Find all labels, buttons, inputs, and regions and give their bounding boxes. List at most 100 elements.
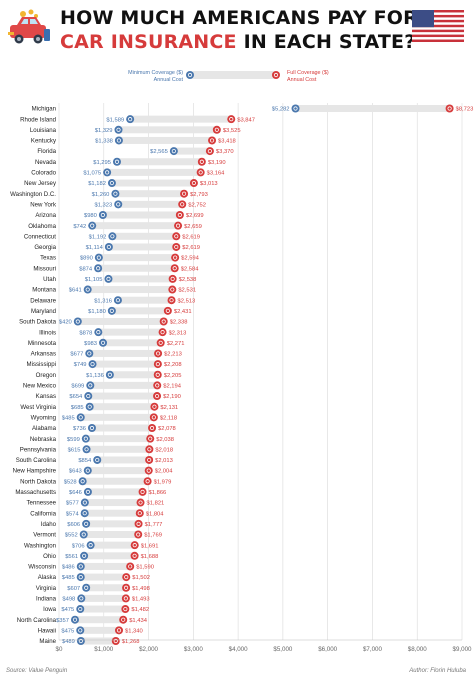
state-label: Washington — [24, 542, 56, 549]
state-label: Arizona — [35, 212, 56, 219]
min-coverage-point — [77, 594, 86, 603]
range-bar — [108, 275, 173, 283]
min-value-label: $983 — [84, 341, 97, 347]
table-row: Washington $706 $1,691 — [24, 541, 158, 549]
table-row: Colorado $1,075 $3,164 — [31, 168, 225, 177]
min-value-label: $498 — [62, 597, 75, 603]
source-note: Source: Value Penguin — [6, 668, 68, 674]
min-point-ring — [78, 628, 83, 633]
state-label: Pennsylvania — [20, 446, 57, 453]
full-coverage-point — [175, 211, 184, 219]
min-coverage-point — [94, 328, 103, 337]
min-coverage-point — [80, 498, 89, 507]
full-coverage-point — [227, 115, 236, 124]
table-row: South Dakota $420 $2,338 — [19, 317, 187, 326]
table-row: Connecticut $1,192 $2,619 — [24, 232, 200, 240]
range-bar — [84, 552, 135, 560]
min-point-ring — [78, 638, 83, 644]
min-value-label: $1,114 — [86, 245, 104, 251]
full-value-label: $2,004 — [155, 469, 174, 475]
min-point-ring — [75, 319, 80, 324]
full-coverage-point — [150, 402, 159, 411]
min-value-label: $486 — [62, 565, 75, 571]
min-point-ring — [100, 212, 105, 218]
full-value-label: $2,594 — [181, 256, 200, 262]
min-coverage-point — [94, 253, 103, 262]
min-coverage-point — [79, 530, 88, 539]
min-point-ring — [90, 361, 95, 367]
state-label: New Jersey — [24, 180, 57, 187]
full-coverage-point — [111, 637, 120, 645]
min-point-ring — [116, 202, 121, 207]
full-point-ring — [198, 170, 203, 175]
full-coverage-point — [171, 253, 180, 262]
full-value-label: $2,793 — [190, 192, 208, 198]
full-value-label: $2,078 — [158, 426, 176, 432]
legend-min-label-2: Annual Cost — [154, 77, 184, 83]
state-label: Maryland — [31, 308, 56, 315]
min-value-label: $1,105 — [85, 277, 103, 283]
full-coverage-point — [156, 338, 165, 347]
full-coverage-point — [153, 360, 162, 369]
state-label: Tennessee — [27, 500, 57, 507]
state-label: Connecticut — [24, 233, 56, 240]
min-coverage-point — [108, 232, 117, 241]
title-line-2: CAR INSURANCE IN EACH STATE? — [60, 31, 415, 53]
min-coverage-point — [93, 455, 102, 464]
min-point-ring — [82, 500, 87, 505]
full-value-label: $2,619 — [182, 245, 200, 251]
table-row: Indiana $498 $1,493 — [36, 594, 150, 603]
min-point-ring — [106, 244, 111, 250]
min-value-label: $1,136 — [86, 373, 104, 379]
min-value-label: $607 — [67, 586, 80, 592]
full-coverage-point — [168, 285, 177, 294]
min-point-ring — [96, 255, 101, 260]
table-row: Arkansas $677 $2,213 — [31, 349, 182, 358]
full-value-label: $1,769 — [144, 533, 162, 539]
full-coverage-point — [159, 317, 168, 326]
full-point-ring — [155, 372, 160, 377]
full-point-ring — [152, 404, 157, 409]
full-value-label: $2,118 — [160, 415, 177, 421]
min-value-label: $577 — [66, 501, 79, 507]
state-label: Alaska — [38, 574, 57, 581]
min-coverage-point — [114, 136, 123, 145]
min-point-ring — [96, 330, 101, 335]
state-label: Minnesota — [28, 340, 57, 347]
full-coverage-point — [146, 434, 155, 443]
table-row: New Jersey $1,182 $3,013 — [24, 179, 218, 187]
full-point-ring — [145, 479, 150, 484]
table-row: Tennessee $577 $1,821 — [27, 498, 164, 507]
range-bar — [103, 339, 161, 347]
state-label: Montana — [32, 287, 56, 294]
full-point-ring — [151, 415, 156, 420]
min-coverage-point — [104, 274, 113, 283]
range-bar — [91, 424, 153, 432]
x-tick-label: $1,000 — [94, 646, 113, 653]
full-value-label: $2,013 — [155, 458, 173, 464]
min-point-ring — [84, 521, 89, 526]
min-point-ring — [81, 532, 86, 537]
table-row: Kansas $654 $2,190 — [36, 392, 181, 400]
min-point-ring — [84, 447, 89, 452]
min-coverage-point — [76, 626, 85, 635]
state-label: Oregon — [36, 372, 56, 379]
range-bar — [108, 243, 177, 251]
min-value-label: $552 — [65, 533, 78, 539]
state-label: California — [30, 510, 56, 517]
table-row: North Dakota $528 $1,979 — [20, 477, 171, 485]
min-point-ring — [78, 606, 83, 612]
full-value-label: $2,513 — [178, 298, 196, 304]
full-value-label: $2,190 — [163, 394, 181, 400]
range-bar — [87, 488, 143, 496]
state-label: New Mexico — [23, 383, 57, 390]
min-point-ring — [84, 585, 89, 590]
min-coverage-point — [80, 551, 89, 560]
full-point-ring — [128, 564, 133, 569]
min-value-label: $643 — [69, 469, 82, 475]
min-point-ring — [78, 564, 83, 569]
table-row: Vermont $552 $1,769 — [33, 530, 162, 539]
range-bar — [90, 541, 135, 549]
table-row: Idaho $606 $1,777 — [41, 519, 162, 528]
